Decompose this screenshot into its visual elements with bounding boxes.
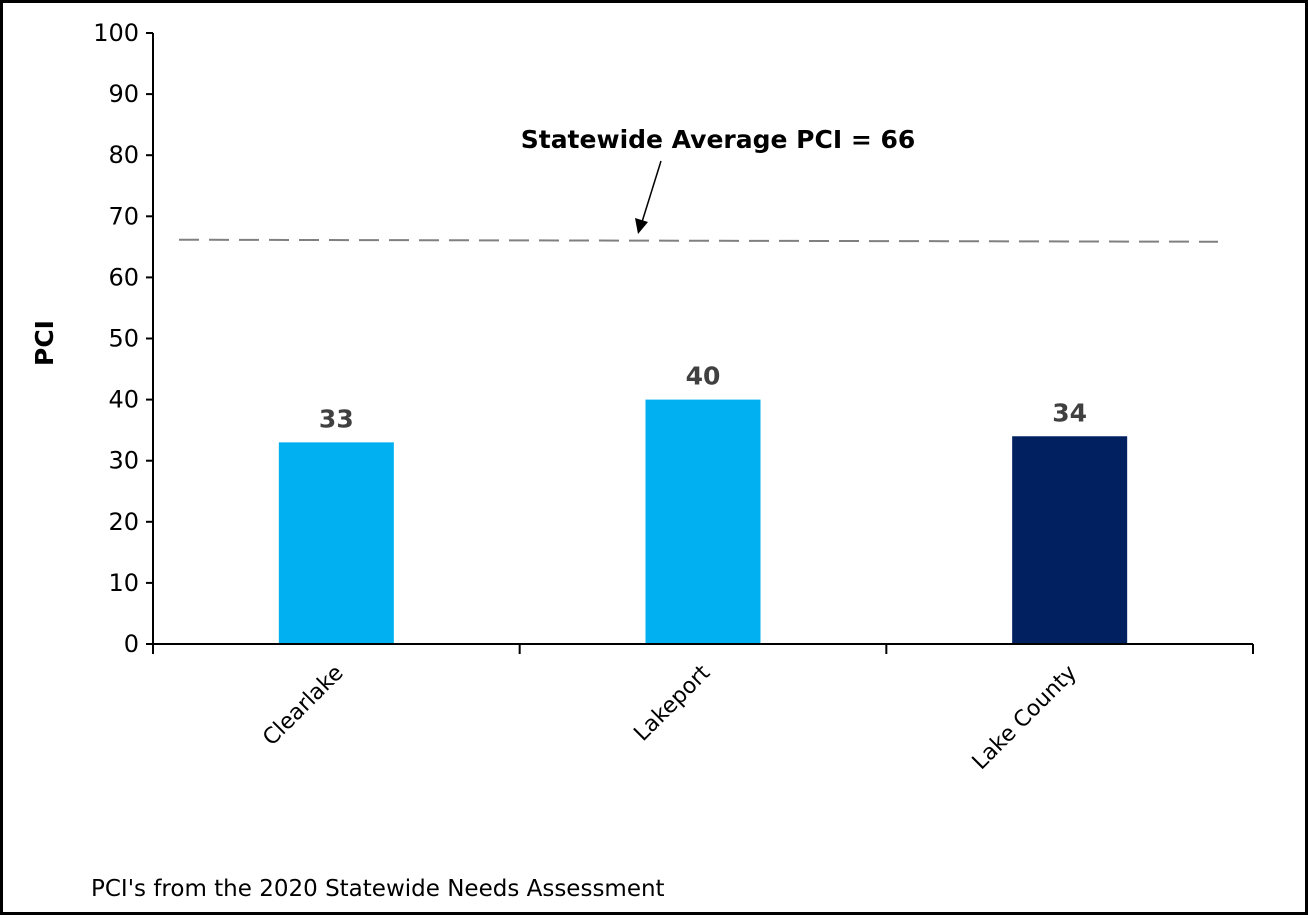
y-tick-label: 40 xyxy=(108,386,139,414)
bars-layer xyxy=(278,399,1128,644)
bar-chart: 0 10 20 30 40 50 60 70 80 90 100 33 Clearlake 40 Lakep… xyxy=(30,19,1254,902)
reference-line-annotation: Statewide Average PCI = 66 xyxy=(521,125,916,154)
reference-line xyxy=(178,238,1219,243)
bar xyxy=(645,399,761,644)
bar xyxy=(278,442,394,644)
reference-line-layer xyxy=(178,160,1219,243)
y-axis-title: PCI xyxy=(30,320,59,366)
x-category-label: Lakeport xyxy=(629,660,715,746)
y-tick-label: 90 xyxy=(108,80,139,108)
bar xyxy=(1012,436,1128,644)
bar-data-label: 40 xyxy=(686,362,721,391)
footnote: PCI's from the 2020 Statewide Needs Asse… xyxy=(91,876,665,902)
y-tick-label: 60 xyxy=(108,263,139,291)
y-tick-label: 100 xyxy=(93,19,139,47)
annotation-arrowhead xyxy=(635,218,648,234)
y-tick-label: 80 xyxy=(108,141,139,169)
bar-data-label: 33 xyxy=(319,404,354,433)
x-category-label: Clearlake xyxy=(258,661,348,751)
y-tick-label: 0 xyxy=(124,630,139,658)
axes-layer xyxy=(146,32,1254,654)
y-tick-label: 20 xyxy=(108,508,139,536)
bar-data-label: 34 xyxy=(1052,398,1087,427)
y-tick-label: 30 xyxy=(108,447,139,475)
y-tick-label: 10 xyxy=(108,569,139,597)
y-tick-label: 50 xyxy=(108,325,139,353)
x-category-label: Lake County xyxy=(968,661,1082,775)
annotation-arrow xyxy=(641,160,662,223)
y-tick-label: 70 xyxy=(108,202,139,230)
